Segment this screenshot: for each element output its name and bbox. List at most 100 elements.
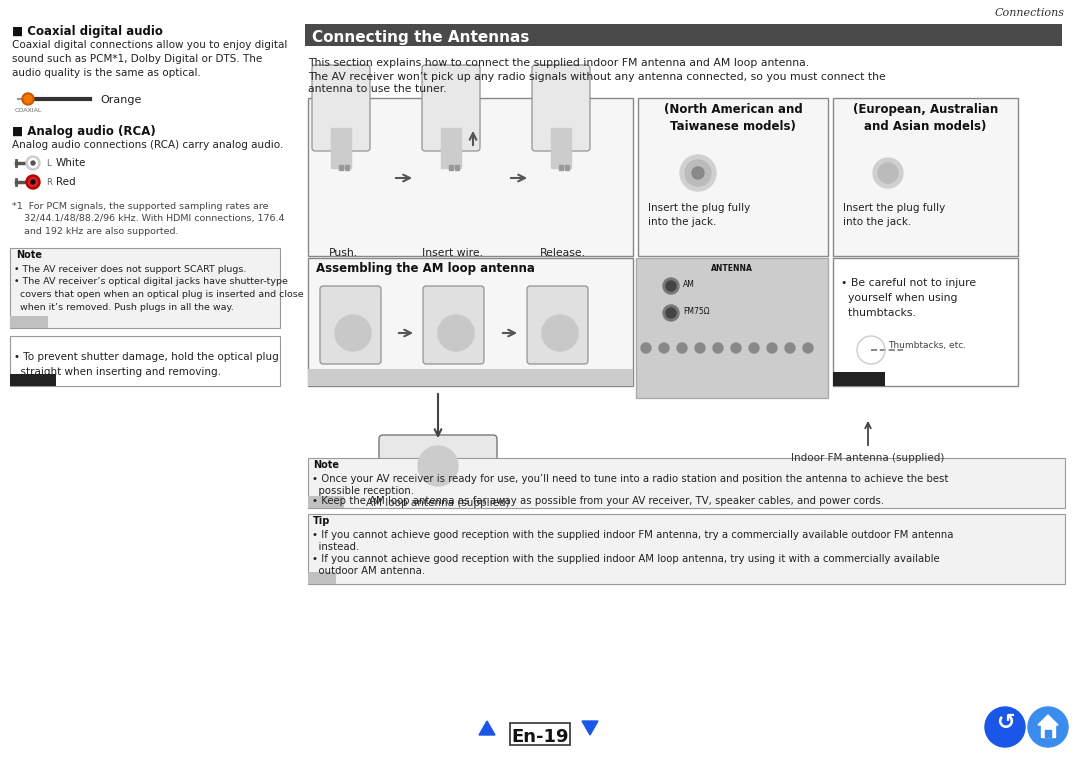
Circle shape (31, 161, 35, 165)
FancyBboxPatch shape (532, 65, 590, 151)
FancyBboxPatch shape (510, 723, 570, 745)
Bar (449, 165, 453, 170)
Circle shape (1028, 707, 1068, 747)
Text: COAXIAL: COAXIAL (14, 108, 42, 113)
Text: Insert the plug fully
into the jack.: Insert the plug fully into the jack. (843, 203, 945, 227)
Circle shape (28, 177, 38, 186)
Text: instead.: instead. (312, 542, 360, 552)
FancyBboxPatch shape (308, 572, 336, 584)
Text: Assembling the AM loop antenna: Assembling the AM loop antenna (316, 262, 535, 275)
FancyBboxPatch shape (833, 372, 885, 386)
Text: Connecting the Antennas: Connecting the Antennas (312, 30, 529, 45)
Circle shape (785, 343, 795, 353)
Circle shape (24, 95, 32, 103)
Circle shape (804, 343, 813, 353)
Text: Note: Note (313, 460, 339, 470)
Circle shape (542, 315, 578, 351)
FancyBboxPatch shape (312, 65, 370, 151)
Text: antenna to use the tuner.: antenna to use the tuner. (308, 84, 447, 94)
FancyBboxPatch shape (638, 98, 828, 256)
FancyBboxPatch shape (305, 24, 1062, 46)
FancyBboxPatch shape (833, 98, 1018, 256)
Text: FM75Ω: FM75Ω (683, 307, 710, 316)
FancyBboxPatch shape (320, 286, 381, 364)
FancyBboxPatch shape (833, 258, 1018, 386)
Text: Push.: Push. (328, 248, 357, 258)
Circle shape (873, 158, 903, 188)
Bar (330, 128, 351, 168)
Circle shape (335, 315, 372, 351)
Circle shape (666, 308, 676, 318)
Text: ↺: ↺ (996, 713, 1014, 733)
Bar (455, 165, 459, 170)
Text: Thumbtacks, etc.: Thumbtacks, etc. (888, 341, 967, 350)
Bar (339, 165, 343, 170)
Bar (1045, 730, 1051, 737)
Bar (551, 128, 571, 168)
Text: • Be careful not to injure
  yourself when using
  thumbtacks.: • Be careful not to injure yourself when… (841, 278, 976, 318)
Circle shape (985, 707, 1025, 747)
Circle shape (28, 158, 38, 167)
Text: ANTENNA: ANTENNA (711, 264, 753, 273)
Text: Orange: Orange (100, 95, 141, 105)
Circle shape (663, 305, 679, 321)
FancyBboxPatch shape (527, 286, 588, 364)
Text: • Keep the AM loop antenna as far away as possible from your AV receiver, TV, sp: • Keep the AM loop antenna as far away a… (312, 496, 885, 506)
FancyBboxPatch shape (636, 258, 828, 398)
FancyBboxPatch shape (10, 336, 280, 386)
Bar (565, 165, 569, 170)
Polygon shape (480, 721, 495, 735)
Text: Connections: Connections (995, 8, 1065, 18)
Text: • If you cannot achieve good reception with the supplied indoor FM antenna, try : • If you cannot achieve good reception w… (312, 530, 954, 540)
Circle shape (438, 315, 474, 351)
Circle shape (878, 163, 897, 183)
Text: • If you cannot achieve good reception with the supplied indoor AM loop antenna,: • If you cannot achieve good reception w… (312, 554, 940, 564)
Circle shape (26, 175, 40, 189)
Polygon shape (582, 721, 598, 735)
Circle shape (31, 180, 35, 184)
FancyBboxPatch shape (308, 458, 1065, 508)
Circle shape (418, 446, 458, 486)
Text: En-19: En-19 (511, 728, 569, 746)
Text: Analog audio connections (RCA) carry analog audio.: Analog audio connections (RCA) carry ana… (12, 140, 283, 150)
Text: *1  For PCM signals, the supported sampling rates are
    32/44.1/48/88.2/96 kHz: *1 For PCM signals, the supported sampli… (12, 202, 284, 236)
Text: • The AV receiver does not support SCART plugs.
• The AV receiver’s optical digi: • The AV receiver does not support SCART… (14, 265, 303, 312)
Text: Insert wire.: Insert wire. (422, 248, 484, 258)
Text: Note: Note (16, 250, 42, 260)
Bar (345, 165, 349, 170)
Circle shape (680, 155, 716, 191)
Text: possible reception.: possible reception. (312, 486, 414, 496)
Text: This section explains how to connect the supplied indoor FM antenna and AM loop : This section explains how to connect the… (308, 58, 809, 68)
Circle shape (696, 343, 705, 353)
FancyBboxPatch shape (10, 248, 280, 328)
Text: The AV receiver won’t pick up any radio signals without any antenna connected, s: The AV receiver won’t pick up any radio … (308, 72, 886, 82)
FancyBboxPatch shape (308, 369, 633, 386)
Circle shape (659, 343, 669, 353)
Bar (441, 128, 461, 168)
FancyBboxPatch shape (308, 98, 633, 256)
Text: R: R (46, 178, 52, 187)
Circle shape (713, 343, 723, 353)
Circle shape (731, 343, 741, 353)
FancyBboxPatch shape (308, 258, 633, 386)
Text: AM loop antenna (supplied): AM loop antenna (supplied) (366, 498, 510, 508)
Circle shape (22, 93, 33, 105)
Text: AM: AM (683, 280, 694, 289)
Circle shape (767, 343, 777, 353)
Text: ■ Coaxial digital audio: ■ Coaxial digital audio (12, 25, 163, 38)
Text: outdoor AM antenna.: outdoor AM antenna. (312, 566, 426, 576)
FancyBboxPatch shape (308, 496, 345, 508)
Circle shape (642, 343, 651, 353)
Circle shape (750, 343, 759, 353)
Text: ■ Analog audio (RCA): ■ Analog audio (RCA) (12, 125, 156, 138)
Circle shape (677, 343, 687, 353)
Text: • To prevent shutter damage, hold the optical plug
  straight when inserting and: • To prevent shutter damage, hold the op… (14, 352, 279, 377)
Text: Coaxial digital connections allow you to enjoy digital
sound such as PCM*1, Dolb: Coaxial digital connections allow you to… (12, 40, 287, 78)
Text: Indoor FM antenna (supplied): Indoor FM antenna (supplied) (792, 453, 945, 463)
Text: (North American and
Taiwanese models): (North American and Taiwanese models) (663, 103, 802, 133)
FancyBboxPatch shape (422, 65, 480, 151)
Text: Tip: Tip (313, 516, 330, 526)
Circle shape (26, 156, 40, 170)
Text: Caution: Caution (838, 260, 883, 270)
Text: Red: Red (56, 177, 76, 187)
